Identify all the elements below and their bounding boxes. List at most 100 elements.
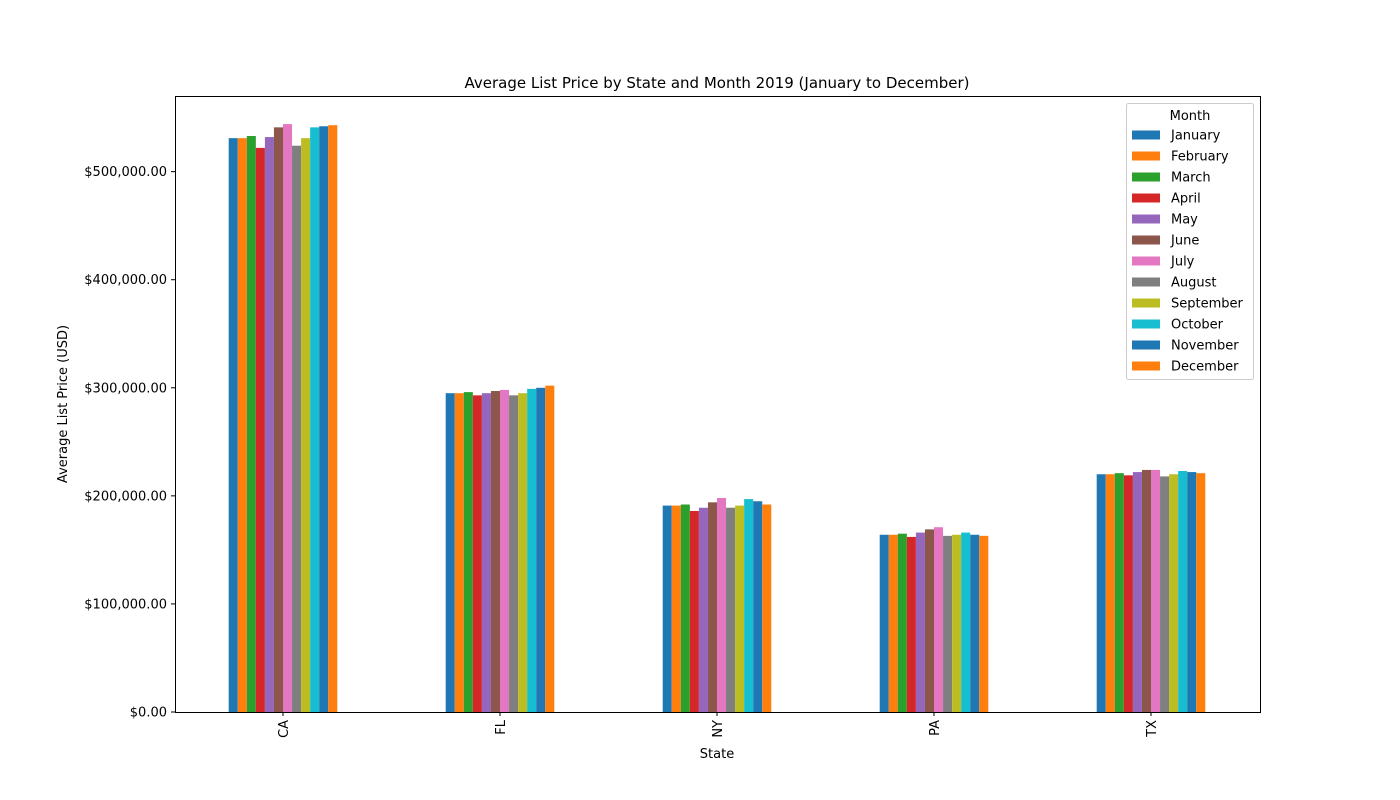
bar-pa-january	[879, 534, 889, 712]
legend-swatch	[1132, 361, 1160, 371]
bar-ny-june	[707, 502, 717, 712]
bar-tx-november	[1187, 472, 1197, 712]
legend-label: June	[1170, 234, 1199, 249]
bar-ny-september	[735, 505, 745, 712]
bar-pa-october	[961, 532, 971, 712]
legend-label: November	[1171, 339, 1239, 354]
bar-tx-march	[1114, 473, 1124, 712]
bar-ny-august	[726, 507, 736, 712]
bar-pa-may	[915, 532, 925, 712]
legend-swatch	[1132, 319, 1160, 329]
legend-label: August	[1171, 276, 1217, 291]
bar-fl-february	[454, 393, 464, 712]
bar-fl-july	[500, 389, 510, 712]
bar-fl-march	[463, 392, 473, 712]
legend-label: July	[1170, 255, 1195, 270]
bar-ny-december	[762, 504, 772, 712]
bar-ca-may	[264, 137, 274, 712]
legend-swatch	[1132, 256, 1160, 266]
bar-ca-march	[246, 135, 256, 713]
y-tick-label: $100,000.00	[84, 597, 167, 612]
y-tick-label: $0.00	[130, 706, 167, 721]
bar-tx-december	[1196, 473, 1206, 712]
plot-frame	[175, 96, 1261, 713]
bar-ny-april	[689, 510, 699, 712]
legend-swatch	[1132, 193, 1160, 203]
bar-ny-november	[753, 501, 763, 712]
legend-label: October	[1171, 318, 1224, 333]
bar-ny-october	[744, 499, 754, 712]
legend-swatch	[1132, 340, 1160, 350]
x-tick-label: CA	[277, 720, 292, 738]
bar-fl-august	[509, 395, 519, 712]
bar-ca-october	[310, 127, 320, 713]
legend-label: February	[1171, 150, 1229, 165]
legend-label: March	[1171, 171, 1211, 186]
x-tick-label: FL	[494, 719, 509, 734]
legend-swatch	[1132, 235, 1160, 245]
legend-label: January	[1170, 129, 1221, 144]
bar-pa-september	[952, 534, 962, 712]
bar-tx-august	[1160, 476, 1170, 712]
bar-fl-october	[527, 388, 537, 712]
bar-pa-august	[943, 535, 953, 712]
x-tick-label: PA	[928, 720, 943, 736]
bar-tx-may	[1132, 472, 1142, 712]
bar-pa-december	[979, 535, 989, 712]
bar-pa-june	[924, 529, 934, 712]
bar-fl-may	[481, 393, 491, 712]
legend-swatch	[1132, 277, 1160, 287]
bar-pa-february	[888, 534, 898, 712]
bar-ny-january	[662, 505, 672, 712]
bar-pa-march	[897, 533, 907, 712]
x-axis-label: State	[700, 747, 734, 762]
bar-pa-july	[934, 527, 944, 712]
x-axis: CA FL NY PA TX	[277, 712, 1160, 738]
bar-pa-november	[970, 534, 980, 712]
bar-fl-january	[445, 393, 455, 712]
y-axis: $0.00 $100,000.00 $200,000.00 $300,000.00 $4…	[84, 165, 175, 721]
y-tick-label: $300,000.00	[84, 381, 167, 396]
bar-ca-june	[273, 127, 283, 713]
bar-tx-april	[1123, 475, 1133, 712]
bar-fl-november	[536, 387, 546, 712]
bar-tx-july	[1151, 469, 1161, 712]
x-tick-label: TX	[1145, 720, 1160, 738]
bar-tx-january	[1096, 474, 1106, 712]
y-tick-label: $500,000.00	[84, 165, 167, 180]
bar-pa-april	[906, 536, 916, 712]
bar-ca-july	[283, 124, 293, 713]
legend-label: December	[1171, 360, 1239, 375]
bar-tx-february	[1105, 474, 1115, 712]
bar-fl-september	[518, 393, 528, 712]
bar-tx-september	[1169, 474, 1179, 712]
legend-swatch	[1132, 151, 1160, 161]
bar-ny-may	[698, 507, 708, 712]
bar-ca-january	[228, 138, 238, 712]
bar-ny-march	[680, 504, 690, 712]
legend: Month January February March April May June Ju…	[1126, 103, 1254, 380]
legend-title: Month	[1170, 109, 1211, 124]
y-axis-label: Average List Price (USD)	[56, 325, 71, 483]
bar-ca-august	[292, 145, 302, 712]
bar-fl-april	[472, 395, 482, 712]
bar-ca-november	[319, 126, 329, 712]
bar-ca-september	[301, 138, 311, 712]
bar-ca-april	[255, 147, 265, 712]
bar-fl-december	[545, 385, 555, 712]
bar-ny-july	[717, 498, 727, 712]
x-tick-label: NY	[711, 720, 726, 738]
y-tick-label: $400,000.00	[84, 273, 167, 288]
bars-layer	[228, 124, 1206, 713]
bar-ny-february	[671, 505, 681, 712]
legend-swatch	[1132, 130, 1160, 140]
chart-title: Average List Price by State and Month 20…	[464, 74, 969, 92]
legend-label: April	[1171, 192, 1201, 207]
y-tick-label: $200,000.00	[84, 489, 167, 504]
legend-label: September	[1171, 297, 1244, 312]
bar-tx-october	[1178, 471, 1188, 712]
legend-swatch	[1132, 214, 1160, 224]
legend-swatch	[1132, 298, 1160, 308]
bar-ca-february	[237, 138, 247, 712]
